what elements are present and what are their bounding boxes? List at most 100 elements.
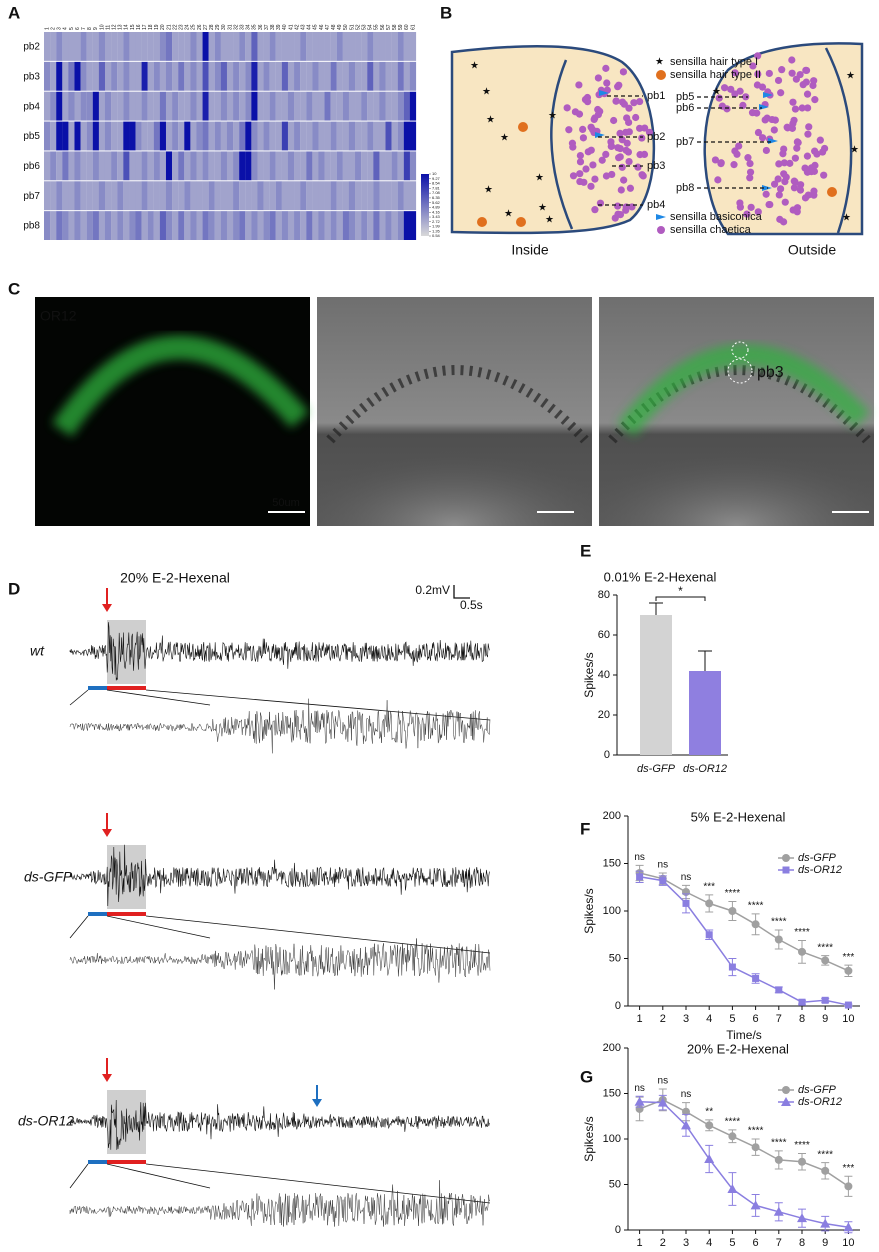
marker [798, 998, 806, 1006]
heat-cell [294, 121, 301, 151]
marker [782, 866, 790, 874]
heat-cell [391, 211, 398, 240]
colorbar-label: 3.43 [432, 214, 441, 219]
heat-cell [318, 211, 325, 240]
heat-cell [123, 121, 130, 151]
heat-cell [220, 151, 228, 181]
zoom-line [106, 915, 211, 939]
heat-cell [111, 32, 118, 61]
heat-cell [44, 151, 51, 181]
chaetica-dot [776, 215, 784, 223]
heat-cell [159, 211, 167, 240]
chaetica-dot [810, 77, 818, 85]
heat-cell [269, 181, 276, 211]
heat-cell [92, 181, 99, 211]
star: ★ [484, 185, 493, 196]
column-label: 22 [172, 24, 178, 30]
heat-cell [306, 181, 313, 211]
heat-cell [263, 151, 270, 181]
heat-cell [403, 181, 411, 211]
heat-cell [257, 151, 264, 181]
heat-cell [330, 151, 337, 181]
y-tick-label: 0 [615, 1000, 621, 1012]
heat-cell [184, 61, 191, 91]
legend-text: sensilla chaetica [670, 224, 752, 236]
heat-cell [129, 91, 136, 121]
column-label: 21 [166, 24, 172, 30]
heat-cell [190, 121, 197, 151]
heat-cell [385, 32, 392, 61]
chaetica-dot [576, 177, 584, 186]
chaetica-dot [575, 110, 584, 118]
heat-cell [367, 181, 374, 211]
heat-cell [379, 91, 386, 121]
heat-cell [92, 91, 99, 121]
chaetica-dot [624, 148, 633, 156]
heat-cell [263, 181, 270, 211]
heat-cell [367, 211, 374, 240]
heat-cell [104, 61, 112, 91]
heat-cell [165, 32, 173, 61]
basiconica [595, 132, 605, 138]
heat-cell [269, 61, 276, 91]
y-tick-label: 100 [603, 905, 621, 917]
legend-dot [656, 70, 666, 80]
heat-cell [111, 61, 118, 91]
chaetica-dot [591, 206, 599, 214]
heat-cell [74, 91, 81, 121]
star: ★ [850, 145, 859, 156]
heat-cell [44, 91, 51, 121]
chaetica-dot [791, 105, 800, 113]
heat-cell [245, 211, 252, 240]
heat-cell [178, 32, 185, 61]
chaetica-dot [590, 115, 598, 124]
bar [689, 671, 721, 755]
chaetica-dot [792, 75, 800, 83]
heat-cell [342, 91, 350, 121]
heat-cell [318, 121, 325, 151]
heat-cell [214, 121, 221, 151]
heat-cell [324, 151, 331, 181]
x-tick-label: 1 [637, 1013, 643, 1025]
legend-text: sensilla hair type II [670, 69, 761, 81]
x-tick-label: 6 [753, 1013, 759, 1025]
stimulus-arrowhead [102, 829, 112, 837]
hairs [326, 365, 589, 444]
zoom-line [69, 1163, 89, 1189]
heat-cell [275, 151, 282, 181]
y-tick-label: 20 [598, 709, 610, 721]
marker [682, 899, 690, 907]
heat-cell [123, 91, 130, 121]
heat-cell [62, 181, 69, 211]
heat-cell [86, 181, 93, 211]
heat-cell [239, 151, 246, 181]
series-line [639, 1099, 849, 1187]
heat-cell [245, 32, 252, 61]
heat-cell [86, 151, 93, 181]
heat-cell [190, 211, 197, 240]
marker [704, 1154, 715, 1164]
heat-cell [263, 91, 270, 121]
star: ★ [846, 71, 855, 82]
heat-cell [355, 32, 362, 61]
colorbar-label: 0.54 [432, 233, 441, 238]
heat-cell [300, 91, 307, 121]
x-tick-label: ds-GFP [637, 763, 676, 775]
marker [798, 947, 806, 956]
chaetica-dot [802, 66, 811, 75]
row-label: pb4 [23, 101, 40, 112]
x-tick-label: 4 [706, 1237, 712, 1249]
heat-cell [355, 151, 362, 181]
marker [728, 907, 737, 915]
heat-cell [306, 151, 313, 181]
heat-cell [275, 91, 282, 121]
heat-cell [159, 181, 167, 211]
heat-cell [361, 181, 368, 211]
heat-cell [239, 121, 246, 151]
heat-cell [92, 61, 99, 91]
heat-cell [129, 211, 136, 240]
chaetica-dot [790, 184, 798, 192]
chaetica-dot [579, 125, 587, 134]
chaetica-dot [625, 157, 633, 166]
pre-bar [88, 686, 107, 690]
